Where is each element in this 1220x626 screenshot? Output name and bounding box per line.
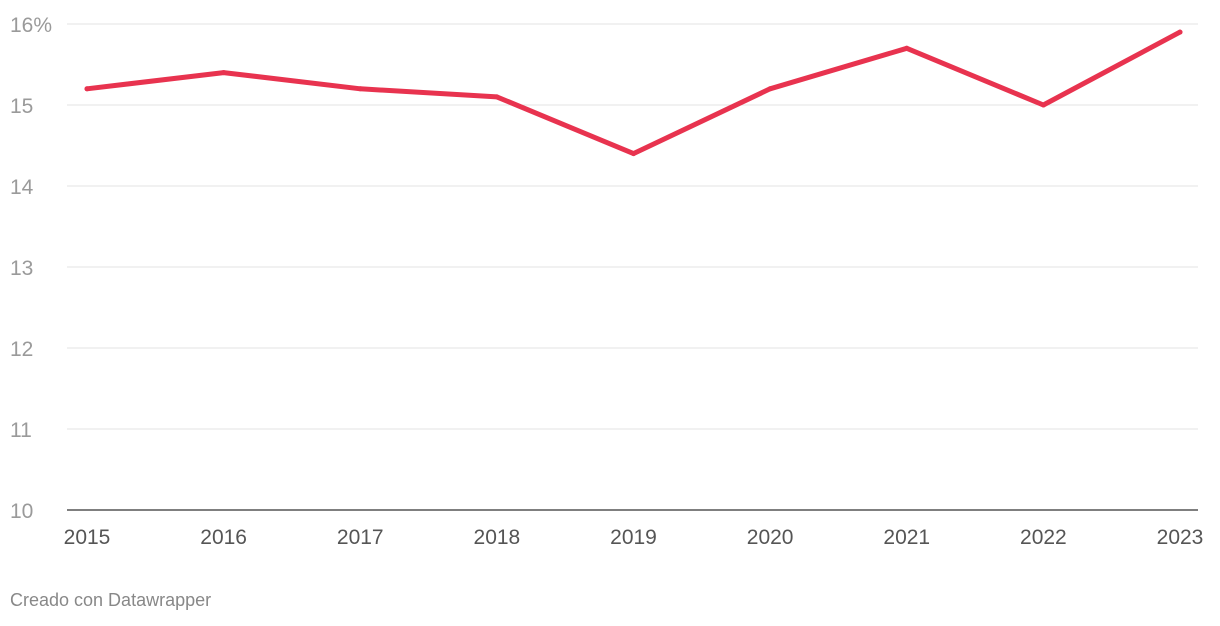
data-point <box>494 94 500 100</box>
data-point <box>1040 102 1046 108</box>
y-tick-label: 13 <box>10 257 33 280</box>
x-tick-label: 2022 <box>1020 526 1067 549</box>
x-tick-label: 2020 <box>747 526 794 549</box>
x-tick-label: 2021 <box>883 526 930 549</box>
x-axis-tick-labels: 2015 2016 2017 2018 2019 2020 2021 2022 2023 <box>64 526 1204 549</box>
chart-credit: Creado con Datawrapper <box>10 590 212 610</box>
y-axis-tick-labels: 10 11 12 13 14 15 16% <box>10 14 52 523</box>
y-tick-label: 15 <box>10 95 33 118</box>
gridlines <box>67 23 1198 511</box>
data-point <box>904 45 910 51</box>
x-tick-label: 2018 <box>474 526 521 549</box>
x-tick-label: 2016 <box>200 526 247 549</box>
x-tick-label: 2019 <box>610 526 657 549</box>
y-tick-label: 11 <box>10 419 32 442</box>
data-point <box>767 86 773 92</box>
y-tick-label: 14 <box>10 176 34 199</box>
data-point <box>1177 29 1183 35</box>
y-tick-label: 12 <box>10 338 33 361</box>
series-layer <box>84 29 1183 157</box>
y-tick-label: 10 <box>10 500 33 523</box>
series-line <box>84 29 1183 157</box>
x-tick-label: 2023 <box>1157 526 1204 549</box>
x-tick-label: 2015 <box>64 526 111 549</box>
x-tick-label: 2017 <box>337 526 384 549</box>
data-point <box>631 151 636 157</box>
data-point <box>357 86 363 92</box>
data-point <box>84 86 90 92</box>
y-tick-label: 16% <box>10 14 52 37</box>
data-point <box>221 70 227 76</box>
